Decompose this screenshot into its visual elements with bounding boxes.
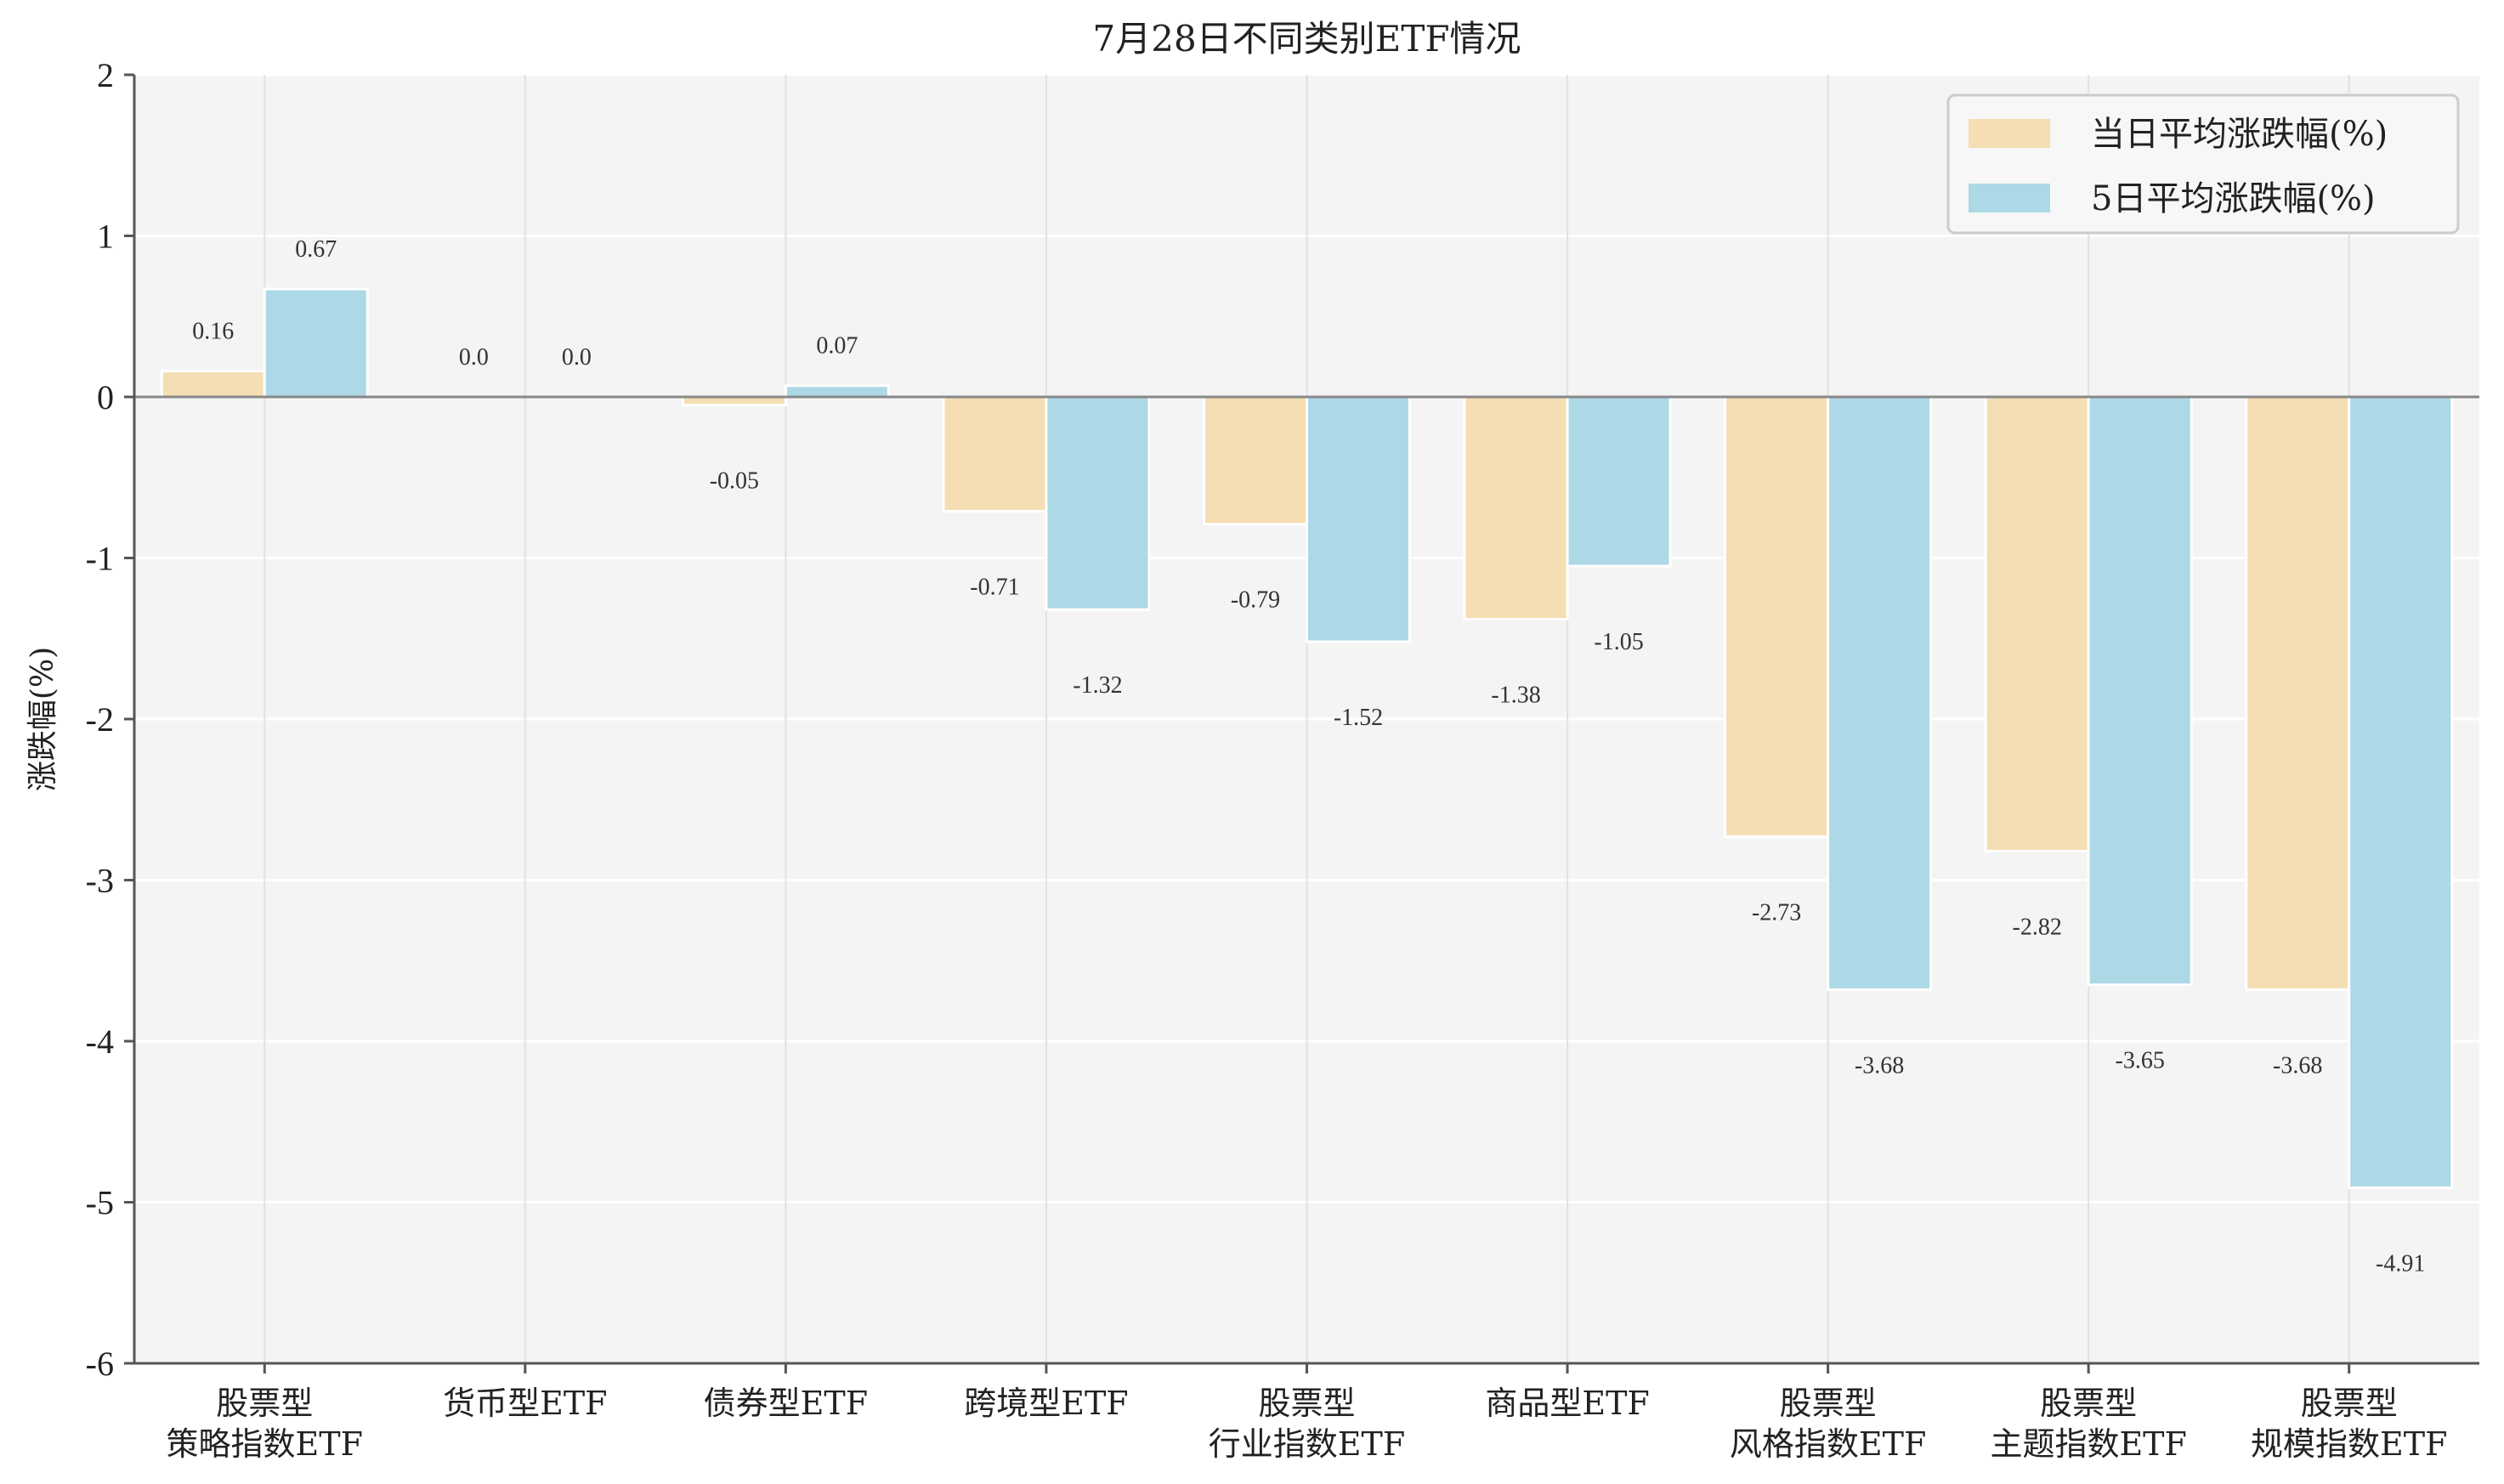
bar-daily — [1724, 395, 1830, 838]
x-tick-label: 商品型ETF — [1485, 1385, 1649, 1422]
x-tick-label-line: 规模指数ETF — [2251, 1425, 2447, 1463]
value-label: -0.05 — [710, 467, 759, 494]
x-tick-label-line: 股票型 — [2301, 1385, 2398, 1422]
y-tick-label: 1 — [97, 218, 114, 256]
x-tick-label-line: 商品型ETF — [1485, 1385, 1649, 1422]
y-tick-label: -6 — [86, 1345, 114, 1383]
x-tick-label-line: 股票型 — [216, 1385, 313, 1422]
x-tick-label-line: 股票型 — [1258, 1385, 1355, 1422]
legend-box — [1946, 93, 2460, 235]
y-tick-label: -4 — [86, 1022, 114, 1061]
x-tick-label: 股票型行业指数ETF — [1209, 1385, 1405, 1463]
chart-title: 7月28日不同类别ETF情况 — [1093, 18, 1521, 59]
bar-daily — [1984, 395, 2090, 852]
value-label: 0.07 — [816, 333, 858, 360]
bar-five-day — [1566, 395, 1672, 568]
y-axis-label: 涨跌幅(%) — [25, 647, 60, 791]
x-tick-label-line: 股票型 — [1780, 1385, 1877, 1422]
bar-five-day — [1306, 395, 1411, 643]
bars — [160, 287, 2454, 1189]
bar-daily — [1203, 395, 1308, 526]
bar-five-day — [1045, 395, 1151, 611]
legend-swatch — [1969, 119, 2050, 148]
value-label: 0.67 — [295, 236, 337, 263]
value-label: -0.71 — [970, 575, 1019, 601]
y-tick-label: -5 — [86, 1184, 114, 1222]
value-label: -3.68 — [2273, 1052, 2322, 1079]
x-tick-label: 股票型规模指数ETF — [2251, 1385, 2447, 1463]
x-tick-label-line: 货币型ETF — [443, 1385, 607, 1422]
x-tick-label: 跨境型ETF — [964, 1385, 1128, 1422]
x-tick-label-line: 风格指数ETF — [1730, 1425, 1926, 1463]
x-tick-label-line: 主题指数ETF — [1990, 1425, 2186, 1463]
legend-label: 5日平均涨跌幅(%) — [2091, 179, 2376, 218]
legend: 当日平均涨跌幅(%) 5日平均涨跌幅(%) — [1946, 93, 2460, 235]
x-tick-label-line: 股票型 — [2040, 1385, 2137, 1422]
legend-label: 当日平均涨跌幅(%) — [2091, 115, 2388, 154]
x-tick-label-line: 策略指数ETF — [167, 1425, 363, 1463]
x-tick-label: 股票型策略指数ETF — [167, 1385, 363, 1463]
value-label: -0.79 — [1231, 587, 1280, 614]
bar-daily — [160, 370, 266, 399]
x-tick-label: 股票型风格指数ETF — [1730, 1385, 1926, 1463]
x-tick-label-line: 债券型ETF — [704, 1385, 868, 1422]
bar-five-day — [2348, 395, 2454, 1189]
x-tick-label-line: 行业指数ETF — [1209, 1425, 1405, 1463]
x-tick-label: 股票型主题指数ETF — [1990, 1385, 2186, 1463]
y-tick-labels: 2 1 0 -1 -2 -3 -4 -5 -6 — [86, 56, 134, 1383]
value-label: -1.38 — [1491, 683, 1540, 709]
bar-daily — [1463, 395, 1569, 621]
bar-daily — [2245, 395, 2351, 991]
value-label: -1.32 — [1073, 672, 1122, 699]
y-tick-label: 0 — [97, 378, 114, 416]
value-label: 0.16 — [192, 319, 234, 345]
y-tick-label: 2 — [97, 56, 114, 94]
value-labels: 0.16 0.0 -0.05 -0.71 -0.79 -1.38 -2.73 -2.82 -3.… — [192, 236, 2425, 1277]
value-label: -3.68 — [1855, 1052, 1904, 1079]
y-tick-label: -3 — [86, 862, 114, 900]
x-tick-label-line: 跨境型ETF — [964, 1385, 1128, 1422]
value-label: -1.05 — [1594, 629, 1643, 655]
value-label: -4.91 — [2376, 1250, 2425, 1277]
value-label: -3.65 — [2116, 1048, 2165, 1074]
legend-swatch — [1969, 184, 2050, 212]
y-tick-label: -2 — [86, 700, 114, 739]
x-tick-label: 债券型ETF — [704, 1385, 868, 1422]
value-label: 0.0 — [459, 344, 489, 371]
value-label: -1.52 — [1334, 705, 1383, 731]
bar-five-day — [784, 384, 890, 399]
bar-five-day — [1827, 395, 1933, 991]
bar-daily — [942, 395, 1048, 513]
value-label: -2.73 — [1752, 899, 1801, 926]
x-tick-label: 货币型ETF — [443, 1385, 607, 1422]
value-label: -2.82 — [2013, 914, 2062, 940]
bar-five-day — [263, 287, 369, 399]
value-label: 0.0 — [562, 344, 592, 371]
bar-five-day — [2087, 395, 2193, 987]
y-tick-label: -1 — [86, 540, 114, 578]
